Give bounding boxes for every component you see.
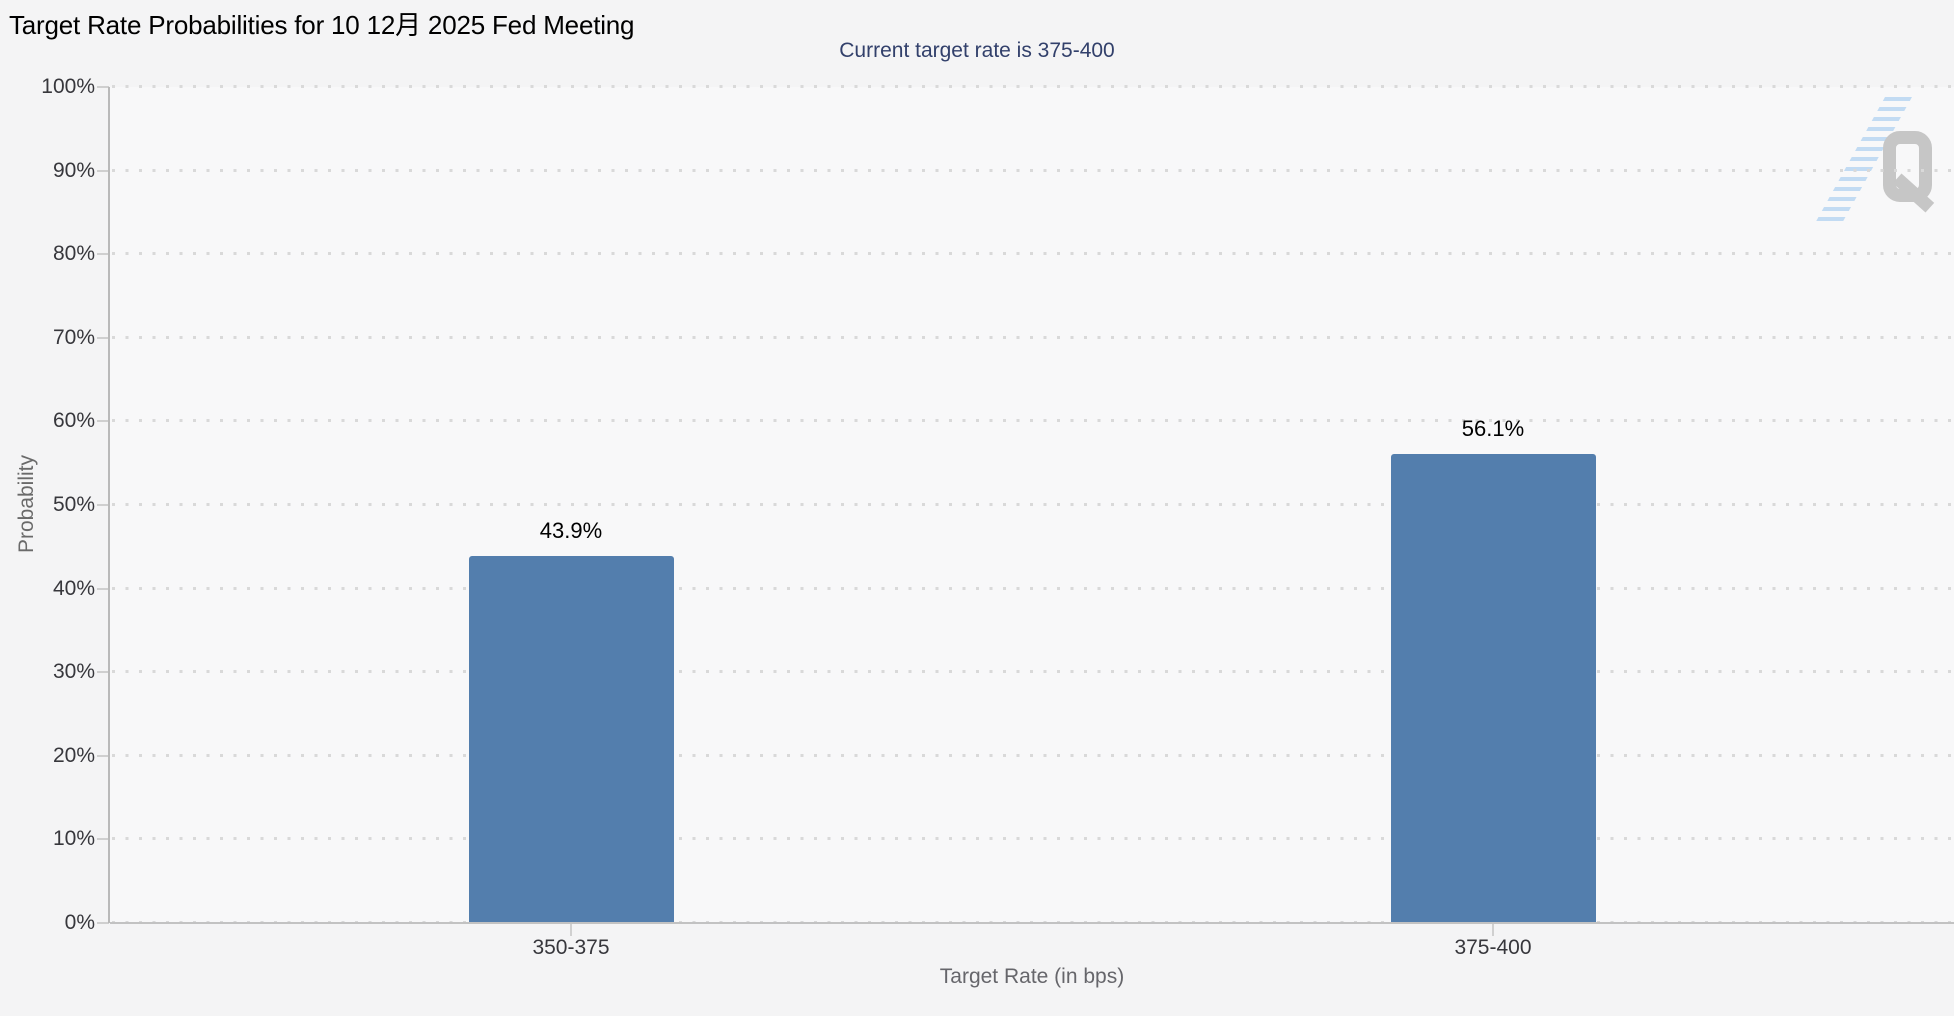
y-tick-mark-40 (97, 587, 109, 590)
x-tick-mark-375-400 (1492, 924, 1494, 936)
y-axis-line (108, 87, 110, 923)
y-tick-label-50: 50% (52, 493, 95, 516)
bar-value-label-350-375: 43.9% (539, 518, 603, 543)
gridline-80 (112, 252, 1954, 256)
chart-title: Target Rate Probabilities for 10 12月 202… (9, 10, 635, 40)
gridline-70 (112, 335, 1954, 339)
gridline-90 (112, 168, 1954, 172)
gridline-60 (112, 419, 1954, 423)
gridline-50 (112, 503, 1954, 506)
y-tick-label-30: 30% (52, 660, 95, 684)
gridline-100 (112, 85, 1954, 88)
y-tick-mark-100 (97, 86, 109, 88)
y-tick-mark-50 (97, 504, 109, 506)
y-tick-label-40: 40% (52, 576, 95, 600)
y-tick-label-100: 100% (41, 75, 95, 98)
chart-subtitle: Current target rate is 375-400 (839, 39, 1115, 62)
x-tick-label-375-400: 375-400 (1454, 936, 1532, 959)
bar-350-375[interactable] (468, 556, 674, 923)
gridline-40 (112, 586, 1954, 590)
x-tick-mark-350-375 (570, 924, 572, 936)
y-axis-title: Probability (15, 454, 38, 554)
bar-375-400[interactable] (1390, 454, 1596, 923)
y-tick-label-10: 10% (52, 827, 95, 851)
x-tick-label-350-375: 350-375 (532, 936, 610, 959)
x-axis-title: Target Rate (in bps) (939, 965, 1125, 988)
y-tick-mark-10 (97, 838, 109, 841)
y-tick-mark-70 (97, 336, 109, 339)
gridline-10 (112, 837, 1954, 841)
y-tick-mark-60 (97, 420, 109, 423)
y-tick-label-70: 70% (52, 325, 95, 349)
y-tick-label-60: 60% (52, 409, 95, 433)
y-tick-mark-90 (97, 169, 109, 172)
gridline-20 (112, 753, 1954, 757)
y-tick-mark-0 (97, 922, 109, 924)
y-tick-mark-30 (97, 671, 109, 674)
y-tick-label-20: 20% (52, 743, 95, 767)
y-tick-mark-80 (97, 253, 109, 256)
logo-q-icon (1883, 131, 1945, 213)
plot-area: 43.9% 56.1% (110, 85, 1954, 924)
y-tick-label-90: 90% (52, 158, 95, 182)
x-axis-line (110, 922, 1954, 924)
bar-value-label-375-400: 56.1% (1461, 416, 1525, 442)
y-tick-mark-20 (97, 754, 109, 757)
gridline-30 (112, 670, 1954, 674)
y-tick-label-80: 80% (52, 242, 95, 266)
y-tick-label-0: 0% (64, 911, 95, 934)
